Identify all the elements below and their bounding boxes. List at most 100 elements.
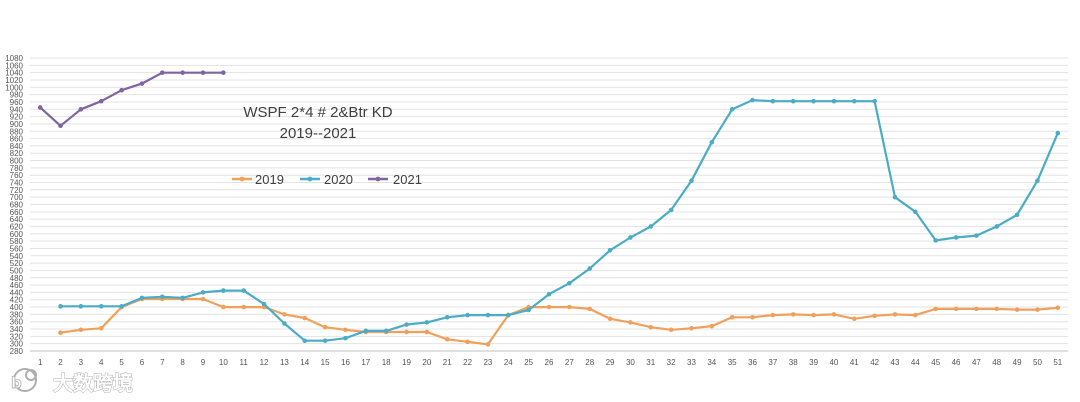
- data-point-2020: [78, 304, 84, 309]
- y-tick-label: 1000: [5, 83, 23, 92]
- data-point-2020: [1055, 130, 1061, 136]
- x-tick-label: 18: [382, 358, 391, 367]
- series-2021: [37, 70, 226, 129]
- x-tick-label: 32: [667, 358, 676, 367]
- data-point-2020: [485, 312, 491, 318]
- x-tick-label: 6: [140, 358, 145, 367]
- y-tick-label: 960: [10, 98, 24, 107]
- data-point-2020: [811, 98, 816, 104]
- series-line-2020: [60, 98, 1059, 342]
- y-tick-label: 920: [10, 113, 24, 122]
- watermark-logo-letter: b: [11, 374, 22, 392]
- data-point-2019: [98, 325, 104, 331]
- data-point-2020: [119, 304, 124, 309]
- data-point-2019: [648, 324, 654, 330]
- x-tick-label: 7: [160, 358, 165, 367]
- x-tick-label: 19: [402, 358, 411, 367]
- x-tick-label: 38: [789, 358, 798, 367]
- data-point-2019: [892, 312, 898, 317]
- data-point-2020: [607, 247, 613, 253]
- data-point-2020: [505, 312, 511, 318]
- x-tick-label: 25: [524, 358, 533, 367]
- x-tick-label: 12: [260, 358, 269, 367]
- x-tick-label: 13: [280, 358, 289, 367]
- series-layer: [37, 70, 1061, 347]
- data-point-2019: [872, 313, 877, 319]
- y-tick-label: 840: [10, 142, 24, 151]
- y-tick-label: 620: [10, 222, 24, 231]
- data-point-2019: [424, 329, 430, 335]
- data-point-2020: [465, 312, 470, 318]
- y-tick-label: 1080: [5, 54, 23, 63]
- y-tick-label: 820: [10, 149, 24, 158]
- y-tick-label: 980: [10, 91, 24, 100]
- data-point-2019: [485, 342, 491, 347]
- y-tick-label: 300: [10, 340, 24, 349]
- x-tick-label: 4: [99, 358, 104, 367]
- data-point-2020: [180, 295, 185, 301]
- data-point-2021: [200, 70, 206, 75]
- data-point-2021: [98, 98, 104, 104]
- y-tick-label: 480: [10, 274, 24, 283]
- data-point-2019: [221, 304, 226, 310]
- y-tick-label: 460: [10, 281, 24, 290]
- y-tick-label: 560: [10, 244, 24, 253]
- chart-title-line-1: WSPF 2*4 # 2&Btr KD: [243, 104, 392, 121]
- legend-label-2019: 2019: [255, 172, 284, 187]
- data-point-2020: [974, 233, 979, 238]
- x-tick-label: 47: [972, 358, 981, 367]
- data-point-2021: [139, 81, 145, 86]
- y-tick-label: 720: [10, 186, 24, 195]
- data-point-2019: [1035, 307, 1040, 312]
- data-point-2020: [424, 320, 430, 325]
- y-tick-label: 380: [10, 310, 24, 319]
- y-tick-label: 860: [10, 135, 24, 144]
- x-tick-label: 42: [870, 358, 879, 367]
- data-point-2019: [587, 306, 593, 312]
- data-point-2020: [444, 315, 450, 320]
- x-tick-label: 26: [545, 358, 554, 367]
- y-tick-label: 420: [10, 296, 24, 305]
- y-tick-label: 540: [10, 252, 24, 261]
- data-point-2020: [343, 335, 348, 341]
- x-tick-label: 49: [1013, 358, 1022, 367]
- data-point-2020: [770, 98, 776, 104]
- data-point-2020: [668, 207, 674, 213]
- data-point-2019: [1014, 307, 1020, 312]
- data-point-2020: [913, 209, 918, 215]
- data-point-2019: [200, 296, 206, 302]
- y-tick-label: 440: [10, 288, 24, 297]
- data-point-2019: [790, 312, 796, 317]
- y-tick-label: 640: [10, 215, 24, 224]
- data-point-2021: [221, 70, 226, 75]
- x-tick-label: 23: [483, 358, 492, 367]
- data-point-2019: [78, 327, 84, 333]
- legend-item-2020: 2020: [300, 172, 353, 187]
- x-tick-label: 21: [443, 358, 452, 367]
- y-tick-label: 600: [10, 230, 24, 239]
- data-point-2019: [628, 320, 633, 325]
- legend-marker-2021: [375, 176, 381, 182]
- x-tick-label: 34: [707, 358, 716, 367]
- y-tick-label: 500: [10, 266, 24, 275]
- data-point-2020: [139, 295, 145, 301]
- chart-title: WSPF 2*4 # 2&Btr KD 2019--2021: [243, 104, 392, 142]
- x-tick-label: 36: [748, 358, 757, 367]
- y-tick-label: 400: [10, 303, 24, 312]
- x-tick-label: 30: [626, 358, 635, 367]
- data-point-2020: [261, 301, 267, 307]
- data-point-2020: [872, 98, 877, 104]
- y-tick-label: 940: [10, 105, 24, 114]
- data-point-2019: [689, 325, 694, 331]
- data-point-2019: [729, 315, 735, 320]
- y-tick-label: 780: [10, 164, 24, 173]
- x-tick-label: 46: [952, 358, 961, 367]
- data-point-2020: [200, 290, 206, 295]
- data-point-2020: [994, 224, 1000, 229]
- data-point-2020: [831, 98, 837, 104]
- data-point-2020: [98, 304, 104, 309]
- data-point-2020: [526, 307, 531, 313]
- legend-marker-2020: [307, 176, 313, 182]
- x-tick-label: 29: [606, 358, 615, 367]
- y-tick-label: 680: [10, 201, 24, 210]
